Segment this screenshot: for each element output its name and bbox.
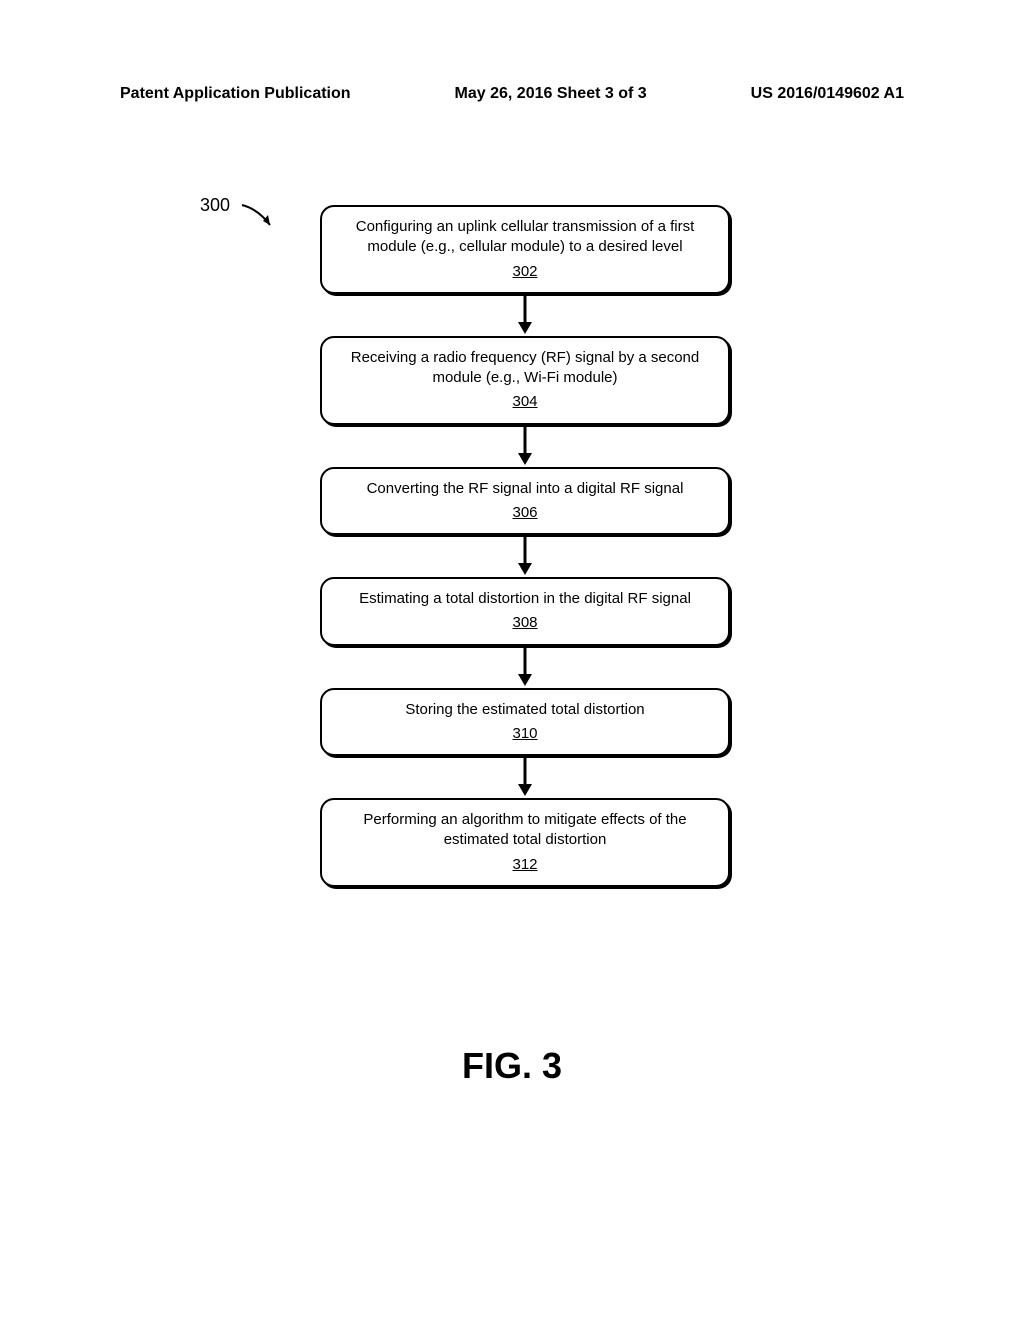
flow-step-text: Performing an algorithm to mitigate effe… bbox=[363, 811, 686, 848]
flow-step-text: Converting the RF signal into a digital … bbox=[367, 480, 684, 497]
flow-step-310: Storing the estimated total distortion 3… bbox=[320, 688, 730, 757]
flow-step-text: Estimating a total distortion in the dig… bbox=[359, 590, 691, 607]
reference-arrow-icon bbox=[240, 203, 280, 233]
flow-step-ref: 306 bbox=[340, 503, 710, 523]
header-left: Patent Application Publication bbox=[120, 85, 351, 103]
flow-arrow-icon bbox=[515, 756, 535, 798]
flow-arrow-icon bbox=[515, 646, 535, 688]
flow-arrow-icon bbox=[515, 425, 535, 467]
flow-arrow-icon bbox=[515, 294, 535, 336]
flow-step-306: Converting the RF signal into a digital … bbox=[320, 467, 730, 536]
figure-label: FIG. 3 bbox=[0, 1045, 1024, 1087]
flow-arrow-icon bbox=[515, 535, 535, 577]
flow-step-ref: 308 bbox=[340, 613, 710, 633]
flow-step-text: Receiving a radio frequency (RF) signal … bbox=[351, 349, 700, 386]
page-header: Patent Application Publication May 26, 2… bbox=[0, 85, 1024, 103]
flow-step-text: Configuring an uplink cellular transmiss… bbox=[356, 218, 695, 255]
flow-step-ref: 310 bbox=[340, 724, 710, 744]
flow-step-302: Configuring an uplink cellular transmiss… bbox=[320, 205, 730, 294]
header-center: May 26, 2016 Sheet 3 of 3 bbox=[455, 85, 647, 103]
flowchart-container: Configuring an uplink cellular transmiss… bbox=[320, 205, 730, 887]
flow-step-ref: 304 bbox=[340, 392, 710, 412]
flow-step-304: Receiving a radio frequency (RF) signal … bbox=[320, 336, 730, 425]
flow-step-text: Storing the estimated total distortion bbox=[405, 701, 644, 718]
header-right: US 2016/0149602 A1 bbox=[751, 85, 904, 103]
flow-step-ref: 302 bbox=[340, 262, 710, 282]
flow-step-308: Estimating a total distortion in the dig… bbox=[320, 577, 730, 646]
flow-step-ref: 312 bbox=[340, 855, 710, 875]
flow-step-312: Performing an algorithm to mitigate effe… bbox=[320, 798, 730, 887]
diagram-reference-number: 300 bbox=[200, 195, 230, 216]
